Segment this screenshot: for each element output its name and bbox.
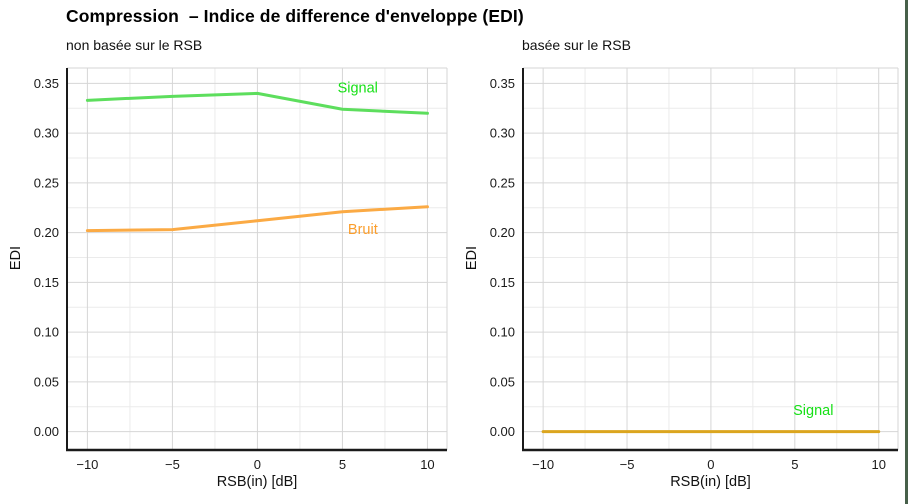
x-tick-label: 5 [339,457,346,472]
left-y-axis-label: EDI [8,245,24,271]
y-tick-label: 0.05 [34,374,59,389]
x-tick-label: −10 [532,457,554,472]
x-tick-label: 0 [254,457,261,472]
series-line-bruit [85,205,429,233]
y-tick-label: 0.15 [490,275,515,290]
y-tick-label: 0.15 [34,275,59,290]
y-tick-label: 0.10 [34,325,59,340]
y-tick-label: 0.05 [490,374,515,389]
y-tick-label: 0.30 [490,126,515,141]
y-tick-label: 0.30 [34,126,59,141]
y-tick-label: 0.10 [490,325,515,340]
x-tick-label: 10 [871,457,885,472]
series-line-signal [85,91,429,115]
y-tick-label: 0.25 [34,175,59,190]
x-tick-label: −5 [620,457,635,472]
x-tick-label: −5 [165,457,180,472]
right-y-axis-label: EDI [464,245,480,271]
right-x-axis-label: RSB(in) [dB] [670,474,751,490]
x-tick-label: −10 [76,457,98,472]
y-tick-label: 0.20 [490,225,515,240]
x-tick-label: 5 [791,457,798,472]
y-tick-label: 0.35 [34,76,59,91]
series-label-bruit: Bruit [348,222,378,238]
right-panel-subtitle: basée sur le RSB [522,37,631,53]
y-tick-label: 0.00 [34,424,59,439]
y-tick-label: 0.35 [490,76,515,91]
series-label-signal: Signal [338,80,378,96]
chart-title: Compression – Indice de difference d'env… [66,6,524,26]
y-tick-label: 0.20 [34,225,59,240]
y-tick-label: 0.00 [490,424,515,439]
series-label-signal: Signal [793,403,833,419]
x-tick-label: 10 [420,457,434,472]
y-tick-label: 0.25 [490,175,515,190]
window-edge [905,0,908,504]
left-panel-subtitle: non basée sur le RSB [66,37,203,53]
left-x-axis-label: RSB(in) [dB] [216,474,298,490]
x-tick-label: 0 [707,457,714,472]
